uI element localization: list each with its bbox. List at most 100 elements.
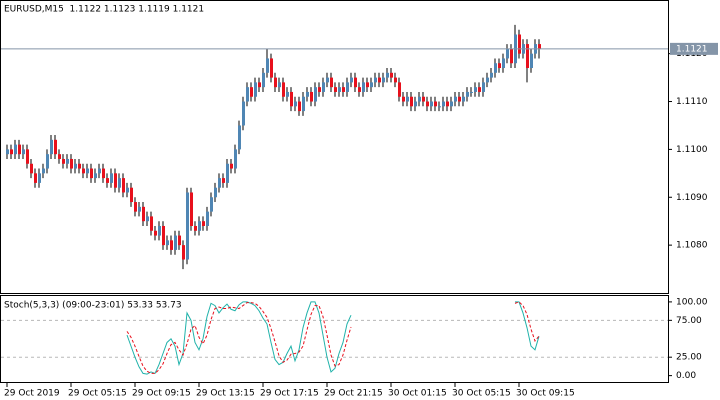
candle-body <box>394 77 397 83</box>
candle-body <box>398 82 401 97</box>
candle-body <box>246 87 249 102</box>
x-tick-label: 30 Oct 09:15 <box>516 389 575 399</box>
candle-body <box>462 96 465 102</box>
candle-body <box>290 91 293 107</box>
stoch-line <box>126 301 540 375</box>
candle-body <box>90 168 93 179</box>
candle-body <box>58 154 61 159</box>
candle-body <box>350 77 353 83</box>
candle-body <box>434 101 437 107</box>
candle-body <box>310 91 313 102</box>
candle-body <box>366 82 369 88</box>
candle-body <box>374 77 377 83</box>
candle-body <box>98 168 101 174</box>
candle-body <box>102 168 105 179</box>
candle-body <box>30 163 33 174</box>
candle-body <box>206 211 209 226</box>
candle-body <box>46 154 49 169</box>
candle-body <box>18 144 21 155</box>
y-tick-label: 1.1110 <box>676 97 708 107</box>
candle-body <box>50 139 53 155</box>
candle-body <box>530 53 533 69</box>
x-tick-label: 29 Oct 17:15 <box>260 389 319 399</box>
candle-body <box>482 82 485 92</box>
candle-body <box>390 72 393 78</box>
candle-body <box>266 58 269 73</box>
candle-body <box>430 101 433 107</box>
candle-body <box>142 206 145 222</box>
candle-body <box>182 245 185 260</box>
candle-body <box>294 101 297 107</box>
candle-body <box>506 48 509 59</box>
candle-body <box>158 225 161 236</box>
indicator-panel-frame <box>0 295 669 383</box>
candle-body <box>42 168 45 174</box>
candle-body <box>82 168 85 174</box>
candle-body <box>166 240 169 246</box>
candle-body <box>150 216 153 231</box>
candle-body <box>410 96 413 107</box>
candle-body <box>282 82 285 97</box>
candle-body <box>210 197 213 212</box>
y-tick-label: 25.00 <box>676 353 702 363</box>
candle-body <box>94 173 97 179</box>
candle-body <box>526 44 529 69</box>
candle-body <box>338 87 341 92</box>
candle-body <box>406 96 409 102</box>
y-tick-label: 1.1090 <box>676 193 708 203</box>
candle-body <box>238 125 241 150</box>
candle-body <box>450 101 453 107</box>
candle-body <box>314 87 317 102</box>
candle-body <box>438 106 441 108</box>
candle-body <box>334 87 337 92</box>
candle-body <box>402 96 405 102</box>
candle-body <box>498 63 501 69</box>
candle-body <box>486 77 489 83</box>
y-tick-label: 0.00 <box>676 371 696 381</box>
candle-body <box>306 91 309 97</box>
candle-body <box>258 82 261 88</box>
candle-body <box>470 91 473 93</box>
candle-body <box>146 216 149 222</box>
candle-body <box>342 87 345 92</box>
candle-body <box>330 77 333 88</box>
candle-body <box>198 221 201 231</box>
candle-body <box>254 82 257 97</box>
candle-body <box>202 221 205 226</box>
stoch-line <box>126 301 540 374</box>
candle-body <box>170 240 173 250</box>
candle-body <box>326 77 329 83</box>
candle-body <box>138 206 141 212</box>
chart-title: EURUSD,M15 1.1122 1.1123 1.1119 1.1121 <box>4 5 204 15</box>
candle-body <box>422 96 425 102</box>
candle-body <box>122 178 125 193</box>
candle-body <box>270 58 273 78</box>
candle-body <box>6 149 9 155</box>
candle-body <box>74 163 77 169</box>
x-tick-label: 29 Oct 13:15 <box>196 389 255 399</box>
last-price-box <box>670 42 718 55</box>
main-panel-frame <box>0 0 669 294</box>
candle-body <box>14 144 17 155</box>
candle-body <box>426 101 429 107</box>
candle-body <box>230 163 233 169</box>
candle-body <box>274 77 277 88</box>
candle-body <box>358 87 361 92</box>
y-tick-label: 1.1100 <box>676 145 708 155</box>
y-tick-label: 75.00 <box>676 316 702 326</box>
candle-body <box>214 187 217 198</box>
candle-body <box>250 87 253 97</box>
candle-body <box>126 187 129 193</box>
candle-body <box>302 96 305 112</box>
candle-body <box>226 163 229 183</box>
indicator-title: Stoch(5,3,3) (09:00-23:01) 53.33 53.73 <box>4 301 182 311</box>
candle-body <box>118 178 121 188</box>
last-price-label: 1.1121 <box>676 44 708 54</box>
candle-body <box>26 149 29 164</box>
candle-body <box>114 173 117 188</box>
candle-body <box>362 82 365 92</box>
candle-body <box>78 163 81 169</box>
candle-body <box>318 87 321 92</box>
